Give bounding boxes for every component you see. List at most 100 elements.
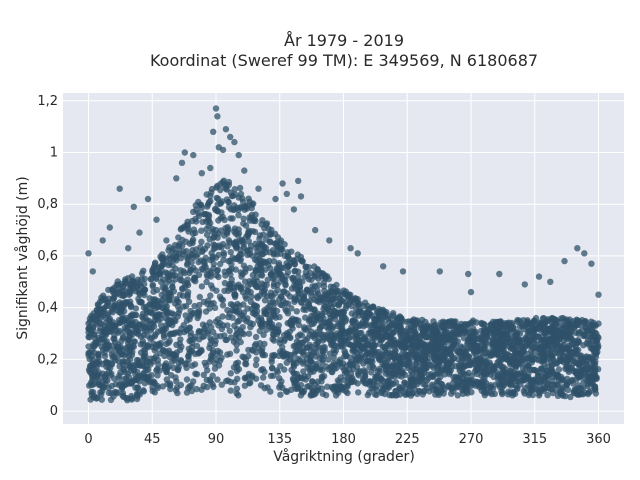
- data-point: [443, 336, 450, 343]
- data-point: [109, 287, 117, 294]
- data-point: [272, 195, 279, 203]
- data-point: [252, 361, 260, 369]
- data-point: [338, 343, 345, 350]
- data-point: [207, 220, 214, 227]
- data-point: [242, 360, 249, 367]
- data-point: [176, 291, 184, 298]
- data-point: [279, 348, 287, 355]
- data-point: [295, 273, 302, 280]
- data-point: [452, 362, 459, 370]
- data-point: [142, 353, 149, 360]
- data-point: [103, 359, 110, 366]
- data-point: [134, 393, 141, 400]
- data-point: [183, 376, 191, 383]
- data-point: [494, 359, 501, 366]
- data-point: [234, 375, 241, 382]
- data-point: [397, 386, 404, 394]
- data-point: [365, 329, 373, 337]
- data-point: [323, 323, 330, 330]
- data-point: [437, 385, 444, 392]
- data-point: [134, 384, 141, 392]
- data-point: [207, 256, 214, 264]
- data-point: [290, 206, 298, 213]
- data-point: [279, 180, 286, 187]
- data-point: [240, 215, 247, 222]
- data-point: [290, 276, 297, 284]
- data-point: [562, 365, 569, 373]
- data-point: [305, 324, 312, 331]
- data-point: [472, 331, 480, 338]
- data-point: [249, 347, 257, 354]
- data-point: [226, 327, 233, 335]
- data-point: [516, 338, 523, 346]
- data-point: [245, 352, 252, 360]
- data-point: [227, 378, 234, 386]
- data-point: [540, 337, 547, 344]
- data-point: [355, 312, 362, 319]
- data-point: [190, 208, 197, 216]
- data-point: [93, 395, 100, 402]
- data-point: [419, 329, 426, 336]
- data-point: [303, 344, 311, 351]
- data-point: [147, 327, 154, 334]
- data-point: [391, 346, 399, 353]
- data-point: [528, 386, 535, 393]
- data-point: [214, 376, 221, 383]
- data-point: [441, 330, 449, 337]
- data-point: [288, 305, 295, 312]
- data-point: [434, 331, 441, 338]
- data-point: [501, 320, 508, 327]
- data-point: [489, 338, 497, 345]
- data-point: [429, 373, 436, 380]
- data-point: [207, 292, 214, 299]
- data-point: [136, 372, 144, 380]
- data-point: [362, 319, 369, 327]
- data-point: [494, 344, 501, 351]
- data-point: [284, 290, 291, 297]
- data-point: [262, 249, 269, 256]
- data-point: [354, 350, 361, 357]
- data-point: [145, 366, 152, 373]
- data-point: [467, 319, 475, 326]
- data-point: [480, 369, 488, 376]
- data-point: [158, 291, 165, 299]
- data-point: [188, 387, 196, 395]
- data-point: [89, 268, 97, 275]
- data-point: [107, 396, 115, 404]
- data-point: [212, 205, 219, 213]
- data-point: [558, 385, 565, 393]
- data-point: [483, 334, 490, 341]
- data-point: [224, 306, 231, 314]
- data-point: [498, 381, 506, 388]
- data-point: [333, 386, 340, 394]
- data-point: [520, 388, 528, 395]
- data-point: [522, 334, 529, 341]
- data-point: [364, 337, 371, 345]
- data-point: [290, 343, 297, 350]
- data-point: [187, 267, 194, 274]
- data-point: [269, 352, 276, 359]
- data-point: [101, 304, 108, 312]
- data-point: [245, 330, 253, 337]
- data-point: [531, 348, 538, 355]
- data-point: [322, 303, 329, 310]
- data-point: [295, 317, 302, 324]
- data-point: [183, 389, 191, 396]
- data-point: [140, 267, 147, 274]
- data-point: [460, 334, 468, 342]
- data-point: [181, 328, 188, 336]
- data-point: [163, 237, 170, 244]
- data-point: [204, 367, 211, 374]
- data-point: [127, 287, 134, 295]
- data-point: [201, 333, 208, 340]
- data-point: [196, 301, 203, 309]
- data-point: [126, 356, 134, 363]
- data-point: [509, 392, 516, 399]
- data-point: [484, 326, 491, 333]
- data-point: [574, 245, 581, 252]
- data-point: [544, 391, 551, 399]
- data-point: [475, 344, 482, 351]
- data-point: [202, 263, 209, 271]
- data-point: [184, 294, 191, 301]
- data-point: [282, 299, 289, 307]
